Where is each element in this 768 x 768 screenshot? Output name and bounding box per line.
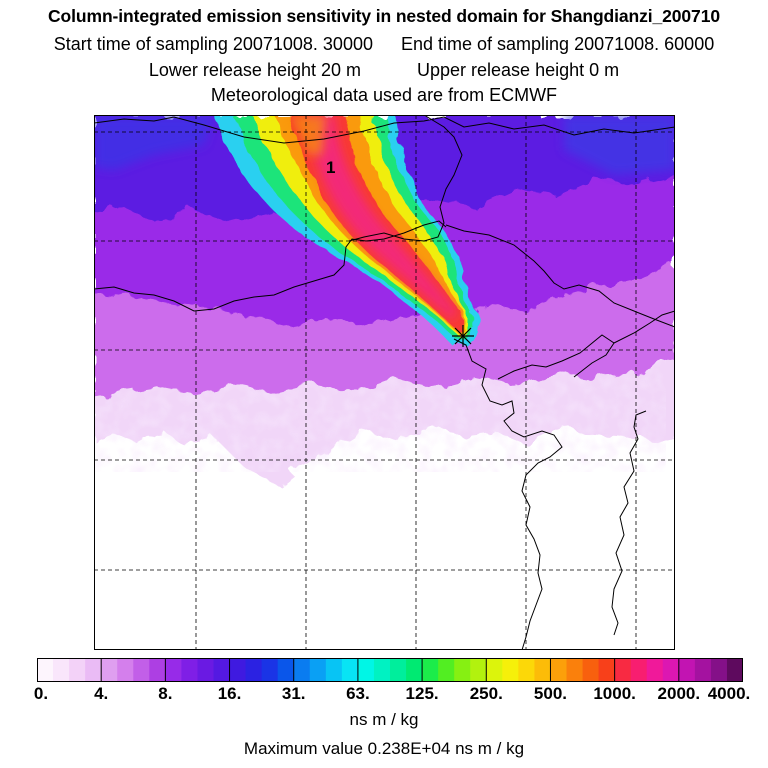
colorbar-swatch bbox=[293, 658, 311, 682]
colorbar-tick-label: 2000. bbox=[657, 684, 701, 703]
colorbar bbox=[37, 658, 743, 682]
colorbar-tick-label: 63. bbox=[346, 684, 370, 703]
plume-band-magenta bbox=[306, 115, 456, 321]
colorbar-swatch bbox=[309, 658, 327, 682]
colorbar-swatch bbox=[662, 658, 680, 682]
colorbar-swatch bbox=[357, 658, 375, 682]
start-time-label: Start time of sampling 20071008. 30000 bbox=[53, 34, 373, 54]
colorbar-swatch bbox=[598, 658, 616, 682]
colorbar-swatch bbox=[422, 658, 439, 682]
colorbar-tick-label: 1000. bbox=[593, 684, 636, 703]
colorbar-swatch bbox=[341, 658, 359, 682]
met-data-label: Meteorological data used are from ECMWF bbox=[210, 85, 558, 105]
maximum-value: Maximum value 0.238E+04 ns m / kg bbox=[243, 739, 525, 758]
colorbar-swatch bbox=[133, 658, 150, 682]
colorbar-swatch bbox=[710, 658, 728, 682]
colorbar-ticks: 0. 4. 8. 16. 31. 63. 125. 250. 500. 1000. 2000. 400… bbox=[0, 684, 768, 706]
colorbar-swatch bbox=[261, 658, 279, 682]
colorbar-swatch bbox=[614, 658, 632, 682]
colorbar-swatch bbox=[438, 658, 455, 682]
colorbar-swatch bbox=[566, 658, 583, 682]
colorbar-swatch bbox=[277, 658, 295, 682]
colorbar-swatch bbox=[726, 658, 743, 682]
colorbar-swatch bbox=[502, 658, 519, 682]
colorbar-units: ns m / kg bbox=[349, 710, 419, 729]
upper-release-label: Upper release height 0 m bbox=[417, 60, 620, 80]
coastlines bbox=[94, 115, 675, 650]
colorbar-swatch bbox=[101, 658, 118, 682]
colorbar-swatch bbox=[197, 658, 214, 682]
lower-release-label: Lower release height 20 m bbox=[148, 60, 361, 80]
colorbar-swatch bbox=[325, 658, 343, 682]
colorbar-swatch bbox=[694, 658, 712, 682]
map-title: Column-integrated emission sensitivity i… bbox=[48, 6, 720, 26]
emission-sensitivity-map: 1 bbox=[94, 115, 675, 650]
colorbar-swatch bbox=[85, 658, 102, 682]
colorbar-swatch bbox=[518, 658, 535, 682]
colorbar-tick-label: 250. bbox=[469, 684, 503, 703]
colorbar-swatch bbox=[582, 658, 599, 682]
colorbar-swatch bbox=[406, 658, 423, 682]
colorbar-swatch bbox=[390, 658, 407, 682]
coastline-east bbox=[445, 224, 675, 328]
colorbar-tick-label: 31. bbox=[281, 684, 306, 703]
sensitivity-patch-blue bbox=[94, 115, 214, 170]
release-heights: Lower release height 20 m Upper release h… bbox=[0, 60, 768, 80]
plume-label: 1 bbox=[326, 158, 335, 177]
colorbar-swatch bbox=[165, 658, 182, 682]
end-time-label: End time of sampling 20071008. 60000 bbox=[400, 34, 715, 54]
colorbar-swatch bbox=[149, 658, 166, 682]
colorbar-swatch bbox=[53, 658, 70, 682]
colorbar-swatch bbox=[213, 658, 230, 682]
colorbar-swatch bbox=[245, 658, 263, 682]
colorbar-tick-label: 16. bbox=[217, 684, 242, 703]
colorbar-tick-label: 4000. bbox=[707, 684, 751, 703]
colorbar-swatch bbox=[630, 658, 648, 682]
colorbar-tick-label: 8. bbox=[158, 684, 173, 703]
colorbar-swatch bbox=[229, 658, 246, 682]
coastline-bay bbox=[453, 338, 563, 650]
colorbar-tick-label: 0. bbox=[33, 684, 49, 703]
colorbar-swatch bbox=[486, 658, 503, 682]
coastline-north bbox=[94, 116, 675, 144]
colorbar-tick-label: 500. bbox=[533, 684, 567, 703]
border-mid bbox=[94, 220, 447, 312]
colorbar-swatch bbox=[646, 658, 664, 682]
coastline-northeast bbox=[348, 115, 463, 242]
colorbar-border bbox=[37, 658, 743, 682]
colorbar-swatch bbox=[534, 658, 551, 682]
colorbar-swatch bbox=[678, 658, 696, 682]
colorbar-swatch bbox=[117, 658, 134, 682]
colorbar-swatch bbox=[69, 658, 86, 682]
colorbar-swatch bbox=[181, 658, 198, 682]
release-site-marker bbox=[452, 325, 474, 347]
colorbar-swatch bbox=[454, 658, 471, 682]
colorbar-swatch bbox=[373, 658, 391, 682]
colorbar-swatch bbox=[550, 658, 567, 682]
colorbar-swatch bbox=[470, 658, 487, 682]
lat-lon-grid bbox=[94, 115, 675, 650]
colorbar-swatch bbox=[37, 658, 54, 682]
sampling-times: Start time of sampling 20071008. 30000 En… bbox=[0, 34, 768, 54]
colorbar-tick-label: 4. bbox=[94, 684, 109, 703]
sensitivity-patch-blue-2 bbox=[564, 115, 675, 175]
plume-core-orange bbox=[290, 115, 326, 155]
colorbar-tick-label: 125. bbox=[405, 684, 439, 703]
